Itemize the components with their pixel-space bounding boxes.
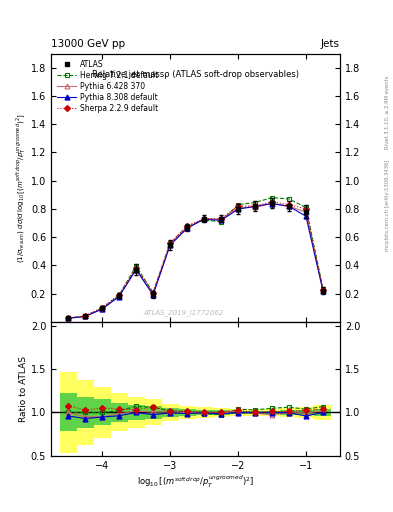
Pythia 8.308 default	[202, 216, 206, 222]
Pythia 8.308 default	[66, 315, 70, 322]
Sherpa 2.2.9 default	[168, 240, 173, 246]
Herwig 7.2.1 default	[100, 305, 105, 311]
Pythia 8.308 default	[270, 201, 274, 207]
Y-axis label: Ratio to ATLAS: Ratio to ATLAS	[19, 356, 28, 422]
Herwig 7.2.1 default	[202, 217, 206, 223]
Pythia 6.428 370	[66, 315, 70, 321]
Sherpa 2.2.9 default	[83, 313, 87, 319]
Text: Rivet 3.1.10, ≥ 2.9M events: Rivet 3.1.10, ≥ 2.9M events	[385, 76, 389, 150]
Text: Jets: Jets	[321, 38, 340, 49]
Herwig 7.2.1 default	[270, 195, 274, 201]
Herwig 7.2.1 default	[168, 240, 173, 246]
Herwig 7.2.1 default	[83, 313, 87, 319]
Herwig 7.2.1 default	[134, 263, 138, 269]
Pythia 6.428 370	[321, 287, 325, 293]
Pythia 6.428 370	[134, 266, 138, 272]
Legend: ATLAS, Herwig 7.2.1 default, Pythia 6.428 370, Pythia 8.308 default, Sherpa 2.2.: ATLAS, Herwig 7.2.1 default, Pythia 6.42…	[55, 57, 161, 115]
Text: 13000 GeV pp: 13000 GeV pp	[51, 38, 125, 49]
Pythia 8.308 default	[236, 206, 241, 212]
Line: Pythia 6.428 370: Pythia 6.428 370	[66, 201, 325, 321]
Sherpa 2.2.9 default	[286, 202, 291, 208]
Pythia 8.308 default	[185, 225, 189, 231]
Sherpa 2.2.9 default	[66, 315, 70, 321]
Herwig 7.2.1 default	[219, 219, 223, 225]
Pythia 6.428 370	[185, 224, 189, 230]
X-axis label: $\log_{10}[(m^{soft\,drop}/p_T^{ungroomed})^2]$: $\log_{10}[(m^{soft\,drop}/p_T^{ungroome…	[137, 473, 254, 489]
Sherpa 2.2.9 default	[270, 199, 274, 205]
Sherpa 2.2.9 default	[202, 216, 206, 222]
Herwig 7.2.1 default	[185, 223, 189, 229]
Pythia 6.428 370	[253, 204, 257, 210]
Herwig 7.2.1 default	[321, 286, 325, 292]
Pythia 8.308 default	[219, 218, 223, 224]
Pythia 8.308 default	[321, 288, 325, 294]
Y-axis label: $(1/\sigma_{resum})$ $d\sigma/d\,\log_{10}[(m^{soft\,drop}/p_T^{ungroomed})^2]$: $(1/\sigma_{resum})$ $d\sigma/d\,\log_{1…	[15, 113, 28, 263]
Pythia 6.428 370	[117, 293, 121, 299]
Text: ATLAS_2019_I1772062: ATLAS_2019_I1772062	[143, 309, 224, 316]
Sherpa 2.2.9 default	[151, 289, 155, 295]
Pythia 6.428 370	[286, 203, 291, 209]
Pythia 6.428 370	[83, 313, 87, 319]
Herwig 7.2.1 default	[66, 315, 70, 321]
Pythia 8.308 default	[286, 203, 291, 209]
Text: mcplots.cern.ch [arXiv:1306.3436]: mcplots.cern.ch [arXiv:1306.3436]	[385, 159, 389, 250]
Herwig 7.2.1 default	[236, 202, 241, 208]
Sherpa 2.2.9 default	[134, 265, 138, 271]
Pythia 6.428 370	[202, 216, 206, 222]
Text: Relative jet massρ (ATLAS soft-drop observables): Relative jet massρ (ATLAS soft-drop obse…	[92, 70, 299, 79]
Pythia 6.428 370	[270, 201, 274, 207]
Pythia 6.428 370	[236, 205, 241, 211]
Sherpa 2.2.9 default	[100, 305, 105, 311]
Pythia 6.428 370	[100, 306, 105, 312]
Pythia 6.428 370	[219, 216, 223, 222]
Pythia 6.428 370	[151, 291, 155, 297]
Pythia 8.308 default	[304, 213, 309, 219]
Pythia 8.308 default	[117, 293, 121, 300]
Pythia 8.308 default	[168, 242, 173, 248]
Herwig 7.2.1 default	[151, 289, 155, 295]
Pythia 8.308 default	[253, 203, 257, 209]
Line: Herwig 7.2.1 default: Herwig 7.2.1 default	[66, 195, 325, 321]
Pythia 8.308 default	[151, 292, 155, 298]
Sherpa 2.2.9 default	[117, 291, 121, 297]
Sherpa 2.2.9 default	[236, 203, 241, 209]
Sherpa 2.2.9 default	[219, 216, 223, 222]
Line: Pythia 8.308 default: Pythia 8.308 default	[66, 201, 325, 321]
Pythia 8.308 default	[100, 306, 105, 312]
Pythia 8.308 default	[134, 266, 138, 272]
Sherpa 2.2.9 default	[321, 287, 325, 293]
Sherpa 2.2.9 default	[304, 206, 309, 212]
Sherpa 2.2.9 default	[185, 223, 189, 229]
Pythia 6.428 370	[168, 241, 173, 247]
Herwig 7.2.1 default	[286, 196, 291, 202]
Sherpa 2.2.9 default	[253, 203, 257, 209]
Herwig 7.2.1 default	[253, 200, 257, 206]
Pythia 8.308 default	[83, 313, 87, 319]
Herwig 7.2.1 default	[117, 292, 121, 298]
Herwig 7.2.1 default	[304, 204, 309, 210]
Pythia 6.428 370	[304, 209, 309, 215]
Line: Sherpa 2.2.9 default: Sherpa 2.2.9 default	[66, 200, 325, 320]
